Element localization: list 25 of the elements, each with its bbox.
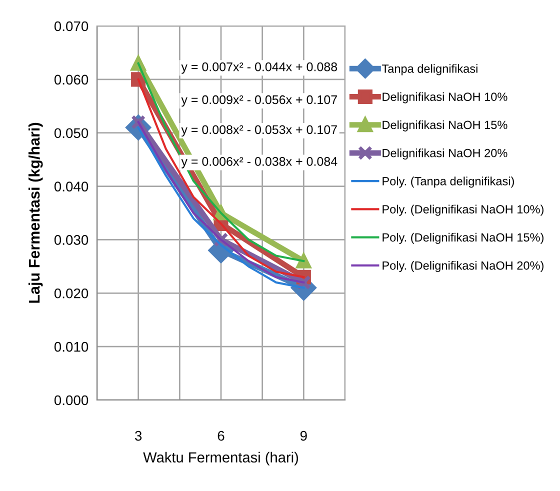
y-tick-label: 0.070 [54,21,88,32]
y-tick-label: 0.020 [54,288,88,298]
legend-label: Poly. (Delignifikasi NaOH 20%) [382,261,544,272]
y-tick-label: 0.000 [54,395,88,406]
legend-label: Delignifikasi NaOH 20% [382,148,508,160]
annotation: y = 0.007x² - 0.044x + 0.088 [181,62,338,74]
y-tick-label: 0.030 [54,235,88,245]
y-axis-title: Laju Fermentasi (kg/hari) [28,122,43,303]
x-axis-title: Waktu Fermentasi (hari) [143,452,298,466]
legend-label: Poly. (Tanpa delignifikasi) [382,176,514,188]
x-tick-label: 6 [218,430,224,441]
x-tick-label: 9 [300,430,307,441]
annotation: y = 0.006x² - 0.038x + 0.084 [181,157,338,168]
y-tick-label: 0.040 [54,182,88,192]
legend-label: Poly. (Delignifikasi NaOH 15%) [382,232,544,244]
y-tick-label: 0.050 [54,128,88,138]
x-tick-label: 3 [135,430,142,441]
legend-label: Delignifikasi NaOH 15% [382,120,508,132]
annotation: y = 0.008x² - 0.053x + 0.107 [181,125,337,137]
legend-label: Delignifikasi NaOH 10% [382,92,508,104]
legend-label: Poly. (Delignifikasi NaOH 10%) [382,204,544,216]
annotation: y = 0.009x² - 0.056x + 0.107 [181,95,337,107]
y-tick-label: 0.060 [54,74,88,85]
y-tick-label: 0.010 [54,342,88,352]
legend-label: Tanpa delignifikasi [382,64,478,76]
